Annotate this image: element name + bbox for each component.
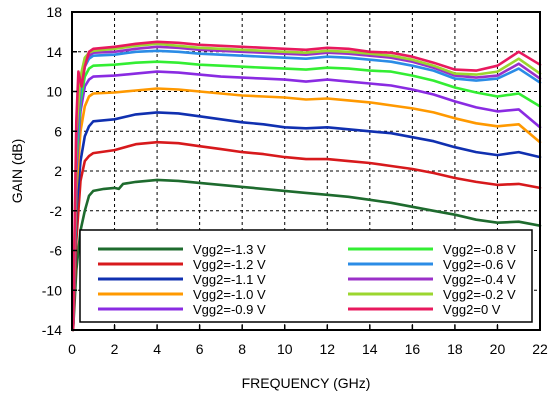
y-tick-labels: -14 -10 -6 -2 2 6 10 14 18: [42, 4, 77, 338]
y-tick-label: -6: [50, 243, 63, 259]
x-tick-label: 10: [277, 341, 293, 357]
series-line-10: [71, 40, 542, 332]
x-tick-label: 2: [111, 341, 119, 357]
legend-entry: Vgg2=-1.3 V: [193, 242, 266, 257]
y-tick-label: 10: [46, 84, 62, 100]
x-axis-label: FREQUENCY (GHz): [242, 375, 371, 391]
x-tick-label: 18: [447, 341, 463, 357]
series-line-5: [71, 70, 542, 332]
x-tick-labels: 0 2 4 6 8 10 12 14 16 18 20 22: [68, 325, 548, 357]
series-line-4: [71, 87, 542, 332]
legend-entry: Vgg2=0 V: [443, 302, 501, 317]
series-layer: [71, 40, 542, 332]
x-tick-label: 12: [319, 341, 335, 357]
x-tick-label: 6: [196, 341, 204, 357]
x-tick-label: 22: [532, 341, 548, 357]
y-tick-label: 2: [54, 163, 62, 179]
series-line-8: [71, 45, 542, 332]
series-line-1: [71, 178, 542, 332]
x-tick-label: 4: [153, 341, 161, 357]
y-tick-label: 6: [54, 123, 62, 139]
series-line-3: [71, 111, 542, 332]
x-tick-label: 8: [238, 341, 246, 357]
series-line-7: [71, 49, 542, 332]
legend-entry: Vgg2=-0.8 V: [443, 242, 516, 257]
legend-box: [79, 229, 533, 323]
legend-entry: Vgg2=-0.9 V: [193, 302, 266, 317]
x-tick-label: 16: [405, 341, 421, 357]
legend-entry: Vgg2=-1.0 V: [193, 287, 266, 302]
legend-entry: Vgg2=-0.6 V: [443, 257, 516, 272]
y-tick-label: 14: [46, 44, 62, 60]
series-line-2: [71, 140, 542, 332]
legend-entry: Vgg2=-1.2 V: [193, 257, 266, 272]
legend-entry: Vgg2=-0.2 V: [443, 287, 516, 302]
legend-entry: Vgg2=-0.4 V: [443, 272, 516, 287]
x-tick-label: 0: [68, 341, 76, 357]
y-tick-label: -10: [42, 282, 62, 298]
y-tick-label: -2: [50, 203, 63, 219]
series-line-6: [71, 60, 542, 332]
y-tick-label: 18: [46, 4, 62, 20]
y-axis-label: GAIN (dB): [9, 139, 25, 204]
x-tick-label: 14: [362, 341, 378, 357]
y-tick-label: -14: [42, 322, 62, 338]
legend-entry: Vgg2=-1.1 V: [193, 272, 266, 287]
x-tick-label: 20: [490, 341, 506, 357]
